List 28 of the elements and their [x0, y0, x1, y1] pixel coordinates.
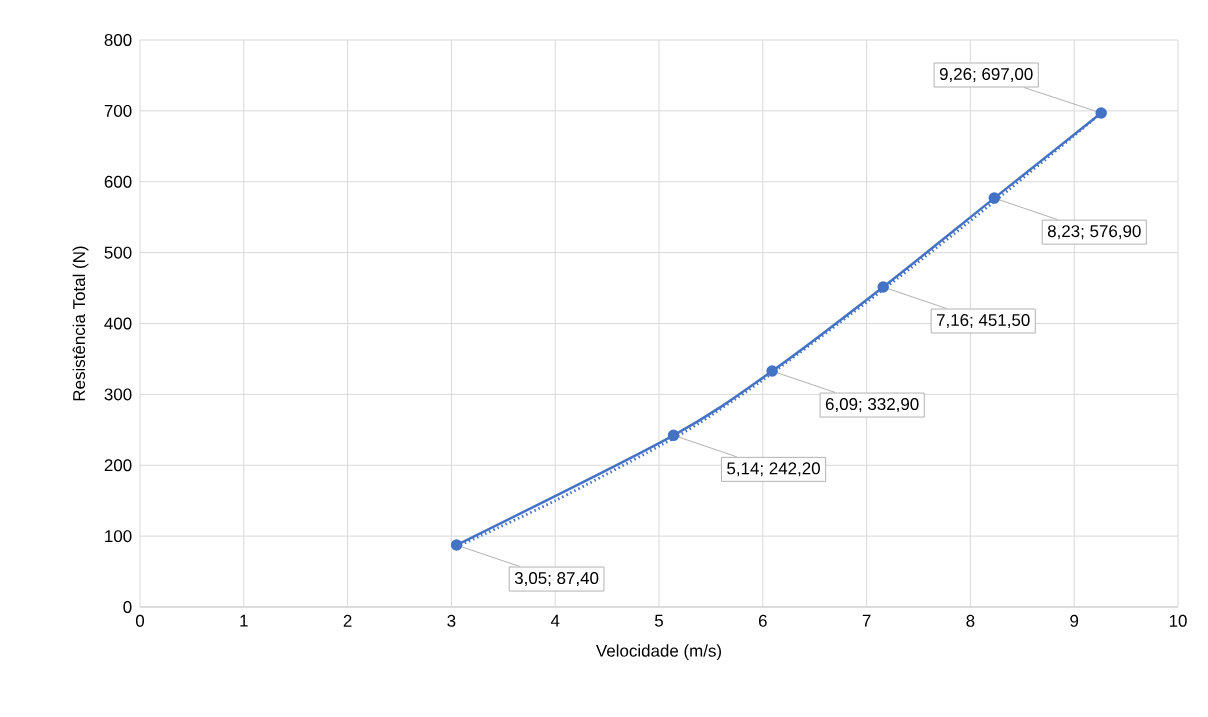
data-label: 9,26; 697,00 [939, 68, 1033, 83]
y-axis-title: Resistência Total (N) [72, 246, 89, 401]
x-tick-label: 10 [1169, 614, 1187, 627]
y-tick-label: 600 [104, 175, 132, 188]
y-tick-label: 400 [104, 317, 132, 330]
x-tick-label: 0 [135, 614, 145, 627]
data-label: 3,05; 87,40 [514, 572, 599, 587]
data-label: 8,23; 576,90 [1047, 225, 1141, 240]
x-tick-label: 7 [862, 614, 871, 627]
x-tick-label: 6 [758, 614, 767, 627]
data-label: 7,16; 451,50 [937, 314, 1030, 328]
y-tick-label: 0 [123, 601, 132, 613]
x-axis-title: Velocidade (m/s) [596, 644, 721, 661]
x-tick-label: 2 [343, 614, 352, 627]
data-label: 5,14; 242,20 [727, 462, 820, 477]
x-tick-label: 5 [654, 614, 663, 627]
x-tick-label: 3 [447, 614, 456, 627]
y-tick-label: 100 [105, 530, 132, 543]
y-tick-label: 700 [104, 104, 132, 117]
y-tick-label: 800 [104, 34, 132, 47]
x-tick-label: 9 [1070, 614, 1079, 627]
y-tick-label: 500 [104, 246, 132, 259]
y-tick-label: 200 [104, 459, 132, 472]
x-tick-label: 4 [550, 614, 560, 627]
x-tick-label: 1 [240, 614, 248, 627]
data-label: 6,09; 332,90 [825, 398, 919, 413]
y-tick-label: 300 [104, 388, 132, 401]
x-tick-label: 8 [966, 614, 975, 627]
